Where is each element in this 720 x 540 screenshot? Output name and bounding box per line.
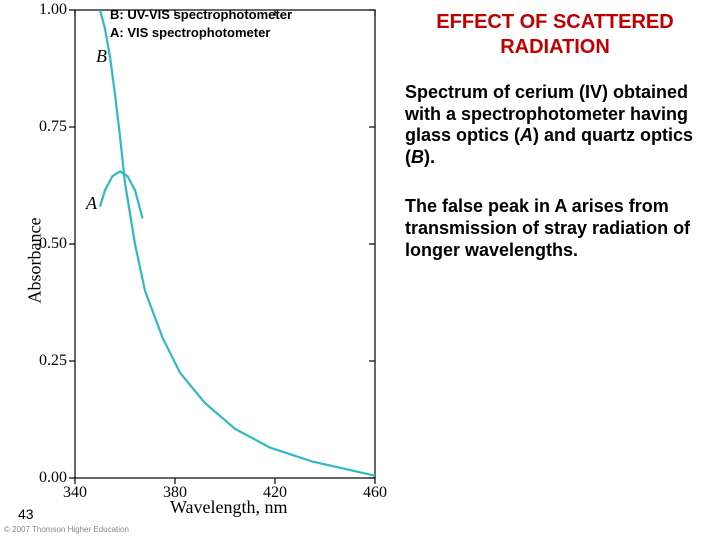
y-axis-label: Absorbance — [24, 218, 45, 304]
copyright-text: © 2007 Thomson Higher Education — [4, 525, 129, 534]
text-panel: EFFECT OF SCATTERED RADIATION Spectrum o… — [400, 0, 720, 540]
curve-label-b: B — [96, 46, 107, 67]
slide-title: EFFECT OF SCATTERED RADIATION — [405, 10, 705, 60]
paragraph-2: The false peak in A arises from transmis… — [405, 196, 705, 261]
para1-ital-b: B — [411, 147, 424, 167]
slide-container: B: UV-VIS spectrophotometer A: VIS spect… — [0, 0, 720, 540]
y-tick-label: 0.75 — [27, 118, 67, 136]
x-tick-label: 340 — [55, 484, 95, 502]
chart-svg — [0, 0, 400, 540]
title-line2: RADIATION — [500, 36, 610, 58]
para1-ital-a: A — [520, 125, 533, 145]
y-tick-label: 0.25 — [27, 352, 67, 370]
chart-panel: B: UV-VIS spectrophotometer A: VIS spect… — [0, 0, 400, 540]
curve-label-a: A — [86, 193, 97, 214]
slide-number: 43 — [18, 506, 34, 522]
title-line1: EFFECT OF SCATTERED — [436, 11, 673, 33]
x-axis-label: Wavelength, nm — [170, 497, 288, 518]
y-tick-label: 1.00 — [27, 1, 67, 19]
paragraph-1: Spectrum of cerium (IV) obtained with a … — [405, 82, 705, 168]
para1-text-e: ). — [424, 147, 435, 167]
x-tick-label: 460 — [355, 484, 395, 502]
